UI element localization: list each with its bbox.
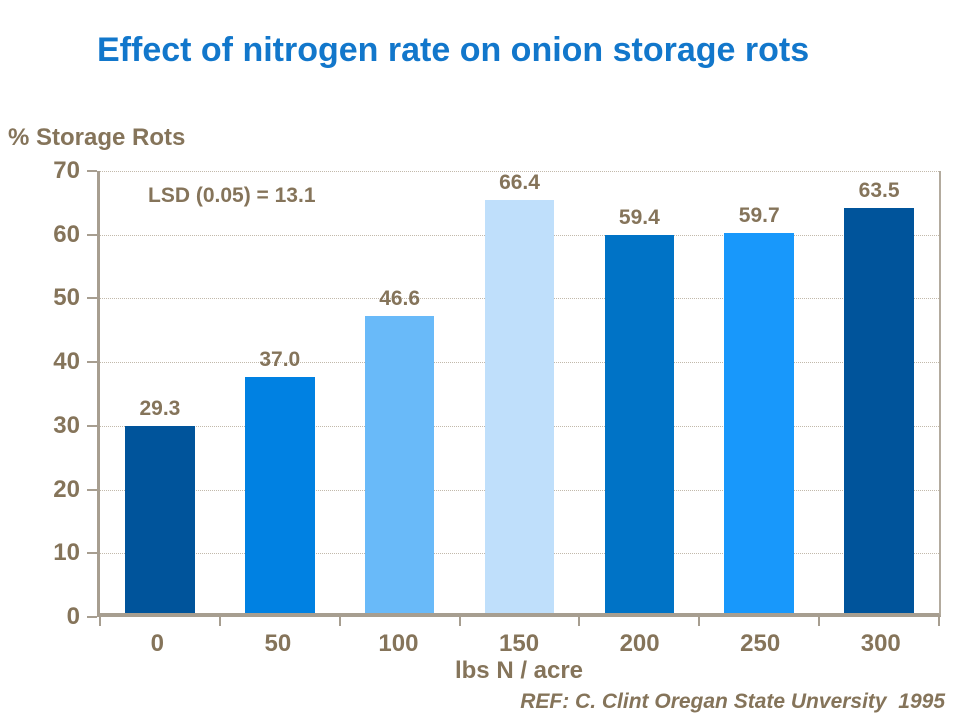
y-tick-mark-60 <box>87 233 97 236</box>
bar-slot-0: 29.3 <box>100 171 220 613</box>
bar-50 <box>245 377 315 613</box>
bar-slot-200: 59.4 <box>579 171 699 613</box>
plot-area: 29.3 37.0 46.6 66.4 59.4 59.7 63.5 LSD (0.05) … <box>87 170 941 626</box>
x-tick-mark-5 <box>698 617 701 626</box>
x-tick-label-50: 50 <box>264 630 292 657</box>
x-tick-mark-4 <box>578 617 581 626</box>
y-tick-mark-10 <box>87 552 97 555</box>
y-tick-mark-40 <box>87 361 97 364</box>
chart-title: Effect of nitrogen rate on onion storage… <box>97 31 810 69</box>
y-tick-mark-70 <box>87 170 97 172</box>
bar-value-label-250: 59.7 <box>738 203 780 227</box>
bar-100 <box>364 316 435 613</box>
bar-slot-250: 59.7 <box>699 171 819 613</box>
bar-300 <box>844 208 914 613</box>
x-tick-label-300: 300 <box>860 630 901 657</box>
y-tick-label-0: 0 <box>66 603 80 630</box>
bar-slot-100: 46.6 <box>340 171 460 613</box>
x-tick-label-0: 0 <box>150 630 164 657</box>
y-tick-mark-0 <box>87 616 97 618</box>
x-tick-mark-1 <box>218 617 221 626</box>
bar-value-label-300: 63.5 <box>858 179 900 203</box>
x-tick-mark-3 <box>458 617 461 626</box>
x-tick-label-250: 250 <box>740 630 781 657</box>
x-axis-title: lbs N / acre <box>454 657 584 684</box>
bar-slot-150: 66.4 <box>460 171 580 613</box>
y-tick-label-70: 70 <box>53 157 80 184</box>
y-tick-label-60: 60 <box>53 220 80 248</box>
bars-row: 29.3 37.0 46.6 66.4 59.4 59.7 63.5 <box>100 171 939 613</box>
y-tick-mark-20 <box>87 488 97 491</box>
x-axis-labels: 0 50 100 150 200 250 300 <box>97 630 941 658</box>
bar-value-label-200: 59.4 <box>618 205 660 229</box>
y-tick-label-40: 40 <box>53 348 80 376</box>
bar-value-label-50: 37.0 <box>259 348 301 372</box>
x-tick-mark-2 <box>338 617 341 626</box>
y-tick-mark-50 <box>87 297 97 300</box>
bar-0 <box>125 426 195 613</box>
x-tick-mark-6 <box>818 617 821 626</box>
y-axis-header: % Storage Rots <box>8 124 186 151</box>
x-tick-label-200: 200 <box>619 630 660 657</box>
x-tick-label-150: 150 <box>499 630 540 657</box>
bar-slot-300: 63.5 <box>819 171 939 613</box>
bar-150 <box>484 200 555 613</box>
bar-value-label-0: 29.3 <box>139 397 181 421</box>
y-tick-mark-30 <box>87 424 97 427</box>
y-tick-label-30: 30 <box>53 411 80 439</box>
reference-citation: REF: C. Clint Oregan State Unversity 199… <box>520 690 945 713</box>
x-tick-mark-0 <box>99 617 101 626</box>
bar-value-label-150: 66.4 <box>499 171 540 194</box>
x-tick-label-100: 100 <box>378 630 419 657</box>
y-tick-label-20: 20 <box>53 475 80 503</box>
bar-value-label-100: 46.6 <box>379 287 421 311</box>
bar-slot-50: 37.0 <box>220 171 340 613</box>
bar-250 <box>724 232 794 613</box>
y-tick-label-10: 10 <box>53 539 80 567</box>
x-tick-mark-7 <box>938 617 940 626</box>
y-tick-label-50: 50 <box>53 284 80 312</box>
lsd-annotation: LSD (0.05) = 13.1 <box>148 184 316 207</box>
gridline-70 <box>100 171 939 172</box>
bar-200 <box>604 234 675 613</box>
